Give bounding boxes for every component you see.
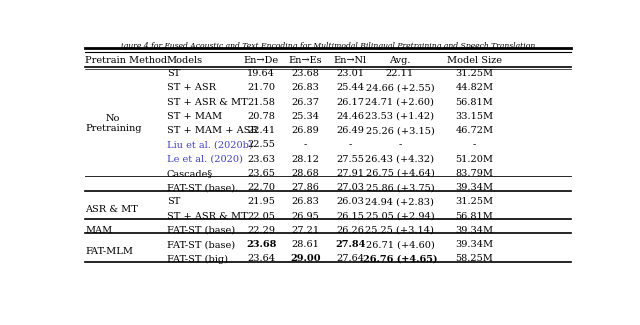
Text: 44.82M: 44.82M <box>455 83 493 92</box>
Text: 23.01: 23.01 <box>337 69 364 78</box>
Text: 24.94 (+2.83): 24.94 (+2.83) <box>365 197 435 206</box>
Text: ST + ASR: ST + ASR <box>167 83 216 92</box>
Text: -: - <box>473 140 476 150</box>
Text: 26.26: 26.26 <box>337 226 364 235</box>
Text: 26.95: 26.95 <box>292 212 319 221</box>
Text: 25.34: 25.34 <box>292 112 320 121</box>
Text: 31.25M: 31.25M <box>455 69 493 78</box>
Text: 27.64: 27.64 <box>337 254 364 264</box>
Text: 23.63: 23.63 <box>247 155 275 163</box>
Text: 20.78: 20.78 <box>247 112 275 121</box>
Text: 27.21: 27.21 <box>292 226 320 235</box>
Text: 23.68: 23.68 <box>292 69 319 78</box>
Text: 21.95: 21.95 <box>247 197 275 206</box>
Text: Models: Models <box>167 56 203 65</box>
Text: 26.71 (+4.60): 26.71 (+4.60) <box>365 240 435 249</box>
Text: ASR & MT: ASR & MT <box>85 204 138 214</box>
Text: 23.65: 23.65 <box>247 169 275 178</box>
Text: Avg.: Avg. <box>389 56 411 65</box>
Text: 27.91: 27.91 <box>337 169 364 178</box>
Text: 25.44: 25.44 <box>337 83 364 92</box>
Text: 33.15M: 33.15M <box>455 112 493 121</box>
Text: igure 4 for Fused Acoustic and Text Encoding for Multimodal Bilingual Pretrainin: igure 4 for Fused Acoustic and Text Enco… <box>121 42 535 50</box>
Text: ST: ST <box>167 69 180 78</box>
Text: 25.26 (+3.15): 25.26 (+3.15) <box>365 126 435 135</box>
Text: 26.03: 26.03 <box>337 197 364 206</box>
Text: FAT-ST (big): FAT-ST (big) <box>167 254 228 264</box>
Text: Cascade§: Cascade§ <box>167 169 213 178</box>
Text: 83.79M: 83.79M <box>455 169 493 178</box>
Text: 26.17: 26.17 <box>337 98 364 107</box>
Text: 26.75 (+4.64): 26.75 (+4.64) <box>365 169 435 178</box>
Text: 27.03: 27.03 <box>337 183 364 192</box>
Text: Liu et al. (2020b): Liu et al. (2020b) <box>167 140 253 150</box>
Text: -: - <box>398 140 401 150</box>
Text: 26.76 (+4.65): 26.76 (+4.65) <box>363 254 437 264</box>
Text: ST + ASR & MT: ST + ASR & MT <box>167 212 248 221</box>
Text: 25.86 (+3.75): 25.86 (+3.75) <box>365 183 434 192</box>
Text: 39.34M: 39.34M <box>455 226 493 235</box>
Text: 46.72M: 46.72M <box>455 126 493 135</box>
Text: 26.15: 26.15 <box>337 212 364 221</box>
Text: 51.20M: 51.20M <box>455 155 493 163</box>
Text: Model Size: Model Size <box>447 56 502 65</box>
Text: Pretrain Method: Pretrain Method <box>85 56 167 65</box>
Text: 26.89: 26.89 <box>292 126 319 135</box>
Text: 31.25M: 31.25M <box>455 197 493 206</box>
Text: 25.25 (+3.14): 25.25 (+3.14) <box>365 226 435 235</box>
Text: ST: ST <box>167 197 180 206</box>
Text: 28.12: 28.12 <box>292 155 320 163</box>
Text: FAT-ST (base): FAT-ST (base) <box>167 240 235 249</box>
Text: ST + MAM: ST + MAM <box>167 112 222 121</box>
Text: 27.84: 27.84 <box>335 240 365 249</box>
Text: 28.68: 28.68 <box>292 169 319 178</box>
Text: MAM: MAM <box>85 226 112 235</box>
Text: 25.05 (+2.94): 25.05 (+2.94) <box>365 212 434 221</box>
Text: ST + MAM + ASR: ST + MAM + ASR <box>167 126 257 135</box>
Text: 58.25M: 58.25M <box>456 254 493 264</box>
Text: 23.68: 23.68 <box>246 240 276 249</box>
Text: 23.53 (+1.42): 23.53 (+1.42) <box>365 112 435 121</box>
Text: 39.34M: 39.34M <box>455 240 493 249</box>
Text: 26.37: 26.37 <box>292 98 320 107</box>
Text: 24.66 (+2.55): 24.66 (+2.55) <box>365 83 434 92</box>
Text: 39.34M: 39.34M <box>455 183 493 192</box>
Text: 27.86: 27.86 <box>292 183 319 192</box>
Text: 21.58: 21.58 <box>247 98 275 107</box>
Text: En→Nl: En→Nl <box>333 56 367 65</box>
Text: 22.55: 22.55 <box>247 140 275 150</box>
Text: 22.05: 22.05 <box>247 212 275 221</box>
Text: 21.70: 21.70 <box>247 83 275 92</box>
Text: En→Es: En→Es <box>289 56 323 65</box>
Text: FAT-ST (base).: FAT-ST (base). <box>167 183 238 192</box>
Text: -: - <box>349 140 352 150</box>
Text: 29.00: 29.00 <box>291 254 321 264</box>
Text: 26.49: 26.49 <box>337 126 364 135</box>
Text: 26.83: 26.83 <box>292 83 319 92</box>
Text: 27.55: 27.55 <box>337 155 364 163</box>
Text: ST + ASR & MT: ST + ASR & MT <box>167 98 248 107</box>
Text: FAT-ST (base): FAT-ST (base) <box>167 226 235 235</box>
Text: 22.29: 22.29 <box>247 226 275 235</box>
Text: No
Pretraining: No Pretraining <box>85 114 141 133</box>
Text: 26.83: 26.83 <box>292 197 319 206</box>
Text: -: - <box>304 140 307 150</box>
Text: 24.71 (+2.60): 24.71 (+2.60) <box>365 98 435 107</box>
Text: FAT-MLM: FAT-MLM <box>85 247 133 256</box>
Text: 22.41: 22.41 <box>247 126 275 135</box>
Text: 26.43 (+4.32): 26.43 (+4.32) <box>365 155 435 163</box>
Text: 23.64: 23.64 <box>247 254 275 264</box>
Text: 24.46: 24.46 <box>337 112 364 121</box>
Text: 19.64: 19.64 <box>247 69 275 78</box>
Text: 56.81M: 56.81M <box>456 98 493 107</box>
Text: 56.81M: 56.81M <box>456 212 493 221</box>
Text: Le et al. (2020): Le et al. (2020) <box>167 155 243 163</box>
Text: 22.70: 22.70 <box>247 183 275 192</box>
Text: 28.61: 28.61 <box>292 240 319 249</box>
Text: 22.11: 22.11 <box>386 69 414 78</box>
Text: En→De: En→De <box>243 56 278 65</box>
